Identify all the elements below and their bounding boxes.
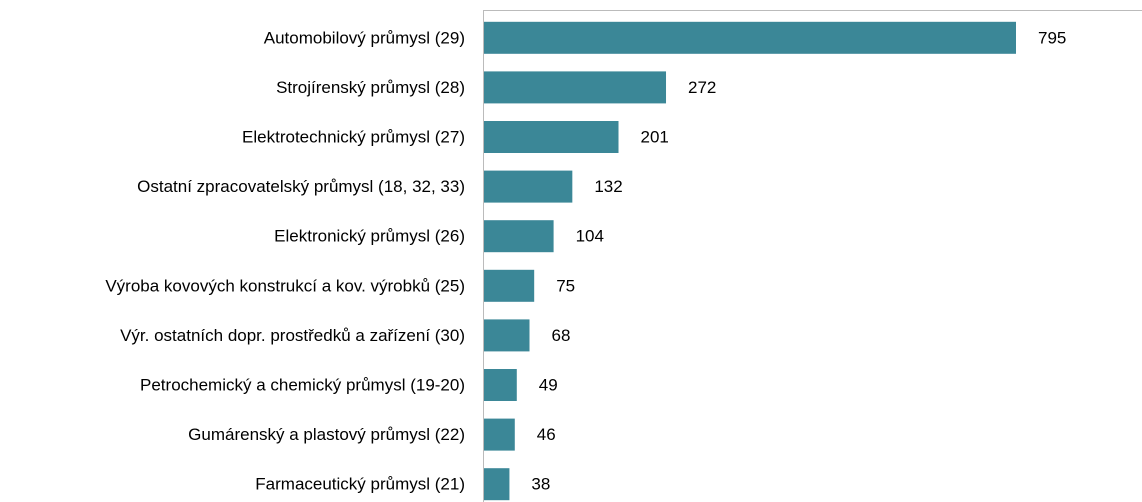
bar xyxy=(484,269,535,302)
value-label: 38 xyxy=(531,475,550,494)
category-label: Ostatní zpracovatelský průmysl (18, 32, … xyxy=(137,177,465,196)
value-label: 201 xyxy=(641,127,669,146)
bar xyxy=(484,220,554,253)
category-label: Elektronický průmysl (26) xyxy=(274,227,465,246)
bar xyxy=(484,170,573,203)
category-label: Elektrotechnický průmysl (27) xyxy=(242,127,465,146)
bar xyxy=(484,319,530,352)
bar xyxy=(484,418,515,451)
value-label: 46 xyxy=(537,425,556,444)
bar xyxy=(484,468,510,501)
category-label: Gumárenský a plastový průmysl (22) xyxy=(188,425,465,444)
value-label: 49 xyxy=(539,375,558,394)
category-label: Strojírenský průmysl (28) xyxy=(276,78,465,97)
value-label: 68 xyxy=(552,326,571,345)
category-label: Petrochemický a chemický průmysl (19-20) xyxy=(140,375,465,394)
value-label: 104 xyxy=(576,227,604,246)
value-label: 795 xyxy=(1038,28,1066,47)
value-label: 272 xyxy=(688,78,716,97)
bar xyxy=(484,369,517,401)
bar xyxy=(484,121,619,153)
category-label: Automobilový průmysl (29) xyxy=(264,28,465,47)
bar xyxy=(484,71,667,104)
value-label: 132 xyxy=(594,177,622,196)
category-label: Výr. ostatních dopr. prostředků a zaříze… xyxy=(120,326,465,345)
category-label: Výroba kovových konstrukcí a kov. výrobk… xyxy=(105,276,465,295)
bar xyxy=(484,21,1016,54)
category-label: Farmaceutický průmysl (21) xyxy=(255,475,465,494)
value-label: 75 xyxy=(556,276,575,295)
